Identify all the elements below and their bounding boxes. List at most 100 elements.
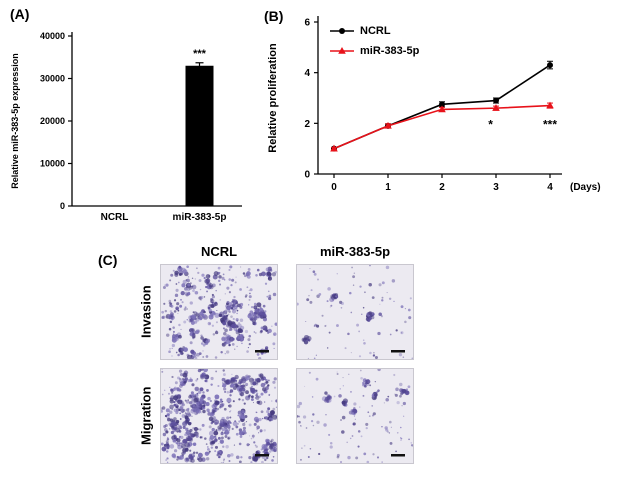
stained-cell: [316, 324, 320, 328]
stained-cell: [368, 415, 371, 417]
stained-cell: [187, 292, 191, 296]
stained-cell: [242, 422, 246, 427]
stained-cell: [209, 399, 212, 403]
stained-cell: [410, 444, 413, 447]
stained-cell: [350, 311, 353, 314]
stained-cell: [381, 461, 383, 463]
stained-cell: [222, 327, 225, 330]
stained-cell: [251, 434, 255, 438]
stained-cell: [252, 314, 257, 320]
stained-cell: [258, 432, 260, 434]
stained-cell: [189, 378, 193, 383]
stained-cell: [248, 334, 252, 338]
stained-cell: [219, 439, 224, 444]
stained-cell: [242, 429, 246, 433]
stained-cell: [303, 444, 306, 447]
stained-cell: [346, 441, 348, 444]
invasion-mir383-image: [297, 265, 413, 359]
stained-cell: [267, 412, 270, 415]
stained-cell: [183, 308, 187, 311]
stained-cell: [341, 415, 346, 420]
x-tick-label: 1: [385, 182, 391, 193]
stained-cell: [260, 326, 264, 330]
stained-cell: [245, 376, 250, 381]
stained-cell: [260, 329, 263, 333]
stained-cell: [201, 400, 206, 405]
stained-cell: [408, 316, 412, 320]
stained-cell: [226, 305, 231, 310]
stained-cell: [378, 312, 382, 317]
stained-cell: [357, 430, 361, 433]
stained-cell: [268, 393, 271, 396]
stained-cell: [186, 354, 192, 359]
stained-cell: [201, 273, 205, 277]
stained-cell: [271, 325, 273, 327]
stained-cell: [214, 330, 219, 335]
stained-cell: [166, 437, 170, 441]
stained-cell: [165, 459, 167, 461]
stained-cell: [263, 429, 266, 432]
stained-cell: [178, 455, 183, 460]
migration-ncrl-image: [161, 369, 277, 463]
stained-cell: [351, 266, 353, 269]
stained-cell: [268, 445, 273, 450]
stained-cell: [214, 394, 220, 400]
stained-cell: [173, 426, 178, 431]
stained-cell: [270, 410, 275, 415]
stained-cell: [238, 420, 241, 423]
stained-cell: [239, 288, 242, 291]
stained-cell: [179, 304, 183, 308]
stained-cell: [395, 329, 398, 332]
stained-cell: [260, 311, 264, 315]
stained-cell: [220, 462, 223, 463]
stained-cell: [180, 435, 184, 440]
stained-cell: [326, 347, 329, 349]
stained-cell: [167, 417, 171, 422]
stained-cell: [222, 382, 224, 384]
stained-cell: [245, 395, 251, 401]
stained-cell: [180, 298, 182, 301]
stained-cell: [219, 299, 222, 301]
stained-cell: [178, 442, 181, 445]
panel-a: (A) 0 10000 20000 30000 40000 NCRL miR-383-5p *…: [6, 6, 250, 236]
stained-cell: [177, 399, 183, 405]
stained-cell: [323, 423, 327, 427]
stained-cell: [372, 354, 375, 357]
stained-cell: [208, 416, 214, 422]
stained-cell: [175, 333, 179, 337]
stained-cell: [176, 387, 180, 392]
stained-cell: [241, 415, 246, 420]
stained-cell: [312, 424, 315, 427]
stained-cell: [178, 369, 183, 373]
stained-cell: [235, 329, 239, 333]
stained-cell: [234, 281, 237, 284]
stained-cell: [316, 294, 320, 298]
stained-cell: [206, 446, 209, 448]
stained-cell: [219, 453, 222, 456]
stained-cell: [180, 442, 183, 445]
stained-cell: [187, 444, 191, 448]
data-point: [547, 62, 553, 69]
stained-cell: [359, 406, 361, 408]
stained-cell: [238, 442, 242, 446]
column-header-ncrl: NCRL: [200, 244, 238, 259]
stained-cell: [173, 400, 176, 404]
stained-cell: [184, 291, 189, 296]
stained-cell: [371, 405, 374, 407]
stained-cell: [206, 282, 210, 285]
stained-cell: [349, 437, 352, 440]
stained-cell: [190, 404, 193, 407]
stained-cell: [368, 282, 372, 287]
stained-cell: [164, 424, 168, 428]
stained-cell: [395, 387, 399, 392]
stained-cell: [371, 296, 375, 300]
stained-cell: [254, 378, 258, 382]
stained-cell: [272, 414, 275, 417]
stained-cell: [351, 411, 355, 415]
stained-cell: [220, 320, 223, 323]
stained-cell: [173, 455, 177, 459]
stained-cell: [254, 397, 257, 399]
stained-cell: [259, 306, 262, 309]
stained-cell: [342, 377, 344, 379]
stained-cell: [228, 344, 231, 347]
